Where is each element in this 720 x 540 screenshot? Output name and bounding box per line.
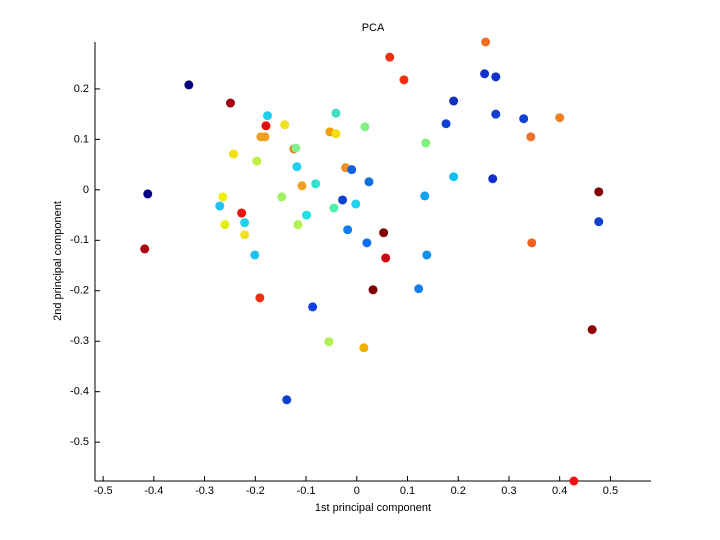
point [441, 119, 451, 129]
point [359, 343, 369, 353]
point [422, 250, 432, 260]
point [343, 225, 353, 235]
point [329, 203, 339, 213]
point [368, 285, 378, 295]
point [282, 395, 292, 405]
point [240, 218, 250, 228]
point [399, 75, 409, 85]
point [291, 143, 301, 153]
point [262, 111, 272, 121]
x-tick-label: 0 [354, 485, 360, 497]
point [277, 192, 287, 202]
point [293, 220, 303, 230]
point [140, 244, 150, 254]
y-tick-label: 0 [83, 184, 89, 196]
point [587, 325, 597, 335]
point [308, 302, 318, 312]
y-axis-label: 2nd principal component [52, 201, 64, 321]
point [420, 191, 430, 201]
point [414, 284, 424, 294]
point [491, 72, 501, 82]
point [331, 108, 341, 118]
point [360, 122, 370, 132]
point [481, 37, 491, 47]
point [491, 109, 501, 119]
point [381, 253, 391, 263]
point [280, 120, 290, 130]
point [519, 114, 529, 124]
point [555, 113, 565, 123]
point [338, 195, 348, 205]
point [220, 220, 230, 230]
point [250, 250, 260, 260]
point [297, 181, 307, 191]
y-tick-label: -0.1 [70, 234, 89, 246]
point [331, 129, 341, 139]
point [324, 337, 334, 347]
point [449, 172, 459, 182]
x-tick-label: -0.3 [195, 485, 214, 497]
point [143, 189, 153, 199]
y-tick-label: -0.4 [70, 386, 89, 398]
point [527, 238, 537, 248]
y-tick-label: 0.2 [74, 83, 89, 95]
point [218, 192, 228, 202]
x-tick-label: -0.4 [144, 485, 163, 497]
x-tick-label: 0.2 [451, 485, 466, 497]
point [184, 80, 194, 90]
point [302, 210, 312, 220]
x-tick-label: 0.4 [552, 485, 567, 497]
point [594, 217, 604, 227]
y-tick-label: 0.1 [74, 133, 89, 145]
y-tick-label: -0.5 [70, 436, 89, 448]
point [215, 201, 225, 211]
point [311, 179, 321, 189]
point [347, 165, 357, 175]
point [260, 132, 270, 142]
point [225, 98, 235, 108]
point [261, 121, 271, 131]
point [480, 69, 490, 79]
point [351, 199, 361, 209]
point [569, 476, 579, 486]
point [421, 138, 431, 148]
point [364, 177, 374, 187]
point [526, 132, 536, 142]
x-tick-label: -0.2 [246, 485, 265, 497]
point [240, 230, 250, 240]
x-axis-label: 1st principal component [315, 502, 431, 514]
point [252, 156, 262, 166]
point [594, 187, 604, 197]
x-tick-label: -0.5 [94, 485, 113, 497]
y-tick-label: -0.2 [70, 285, 89, 297]
point [362, 238, 372, 248]
chart-title: PCA [362, 22, 385, 34]
point [228, 149, 238, 159]
x-tick-label: 0.3 [501, 485, 516, 497]
x-tick-label: -0.1 [297, 485, 316, 497]
point [292, 162, 302, 172]
x-tick-label: 0.5 [603, 485, 618, 497]
point [379, 228, 389, 238]
y-tick-label: -0.3 [70, 335, 89, 347]
point [255, 293, 265, 303]
point [449, 96, 459, 106]
point [385, 52, 395, 62]
point [237, 208, 247, 218]
x-tick-label: 0.1 [400, 485, 415, 497]
point [488, 174, 498, 184]
